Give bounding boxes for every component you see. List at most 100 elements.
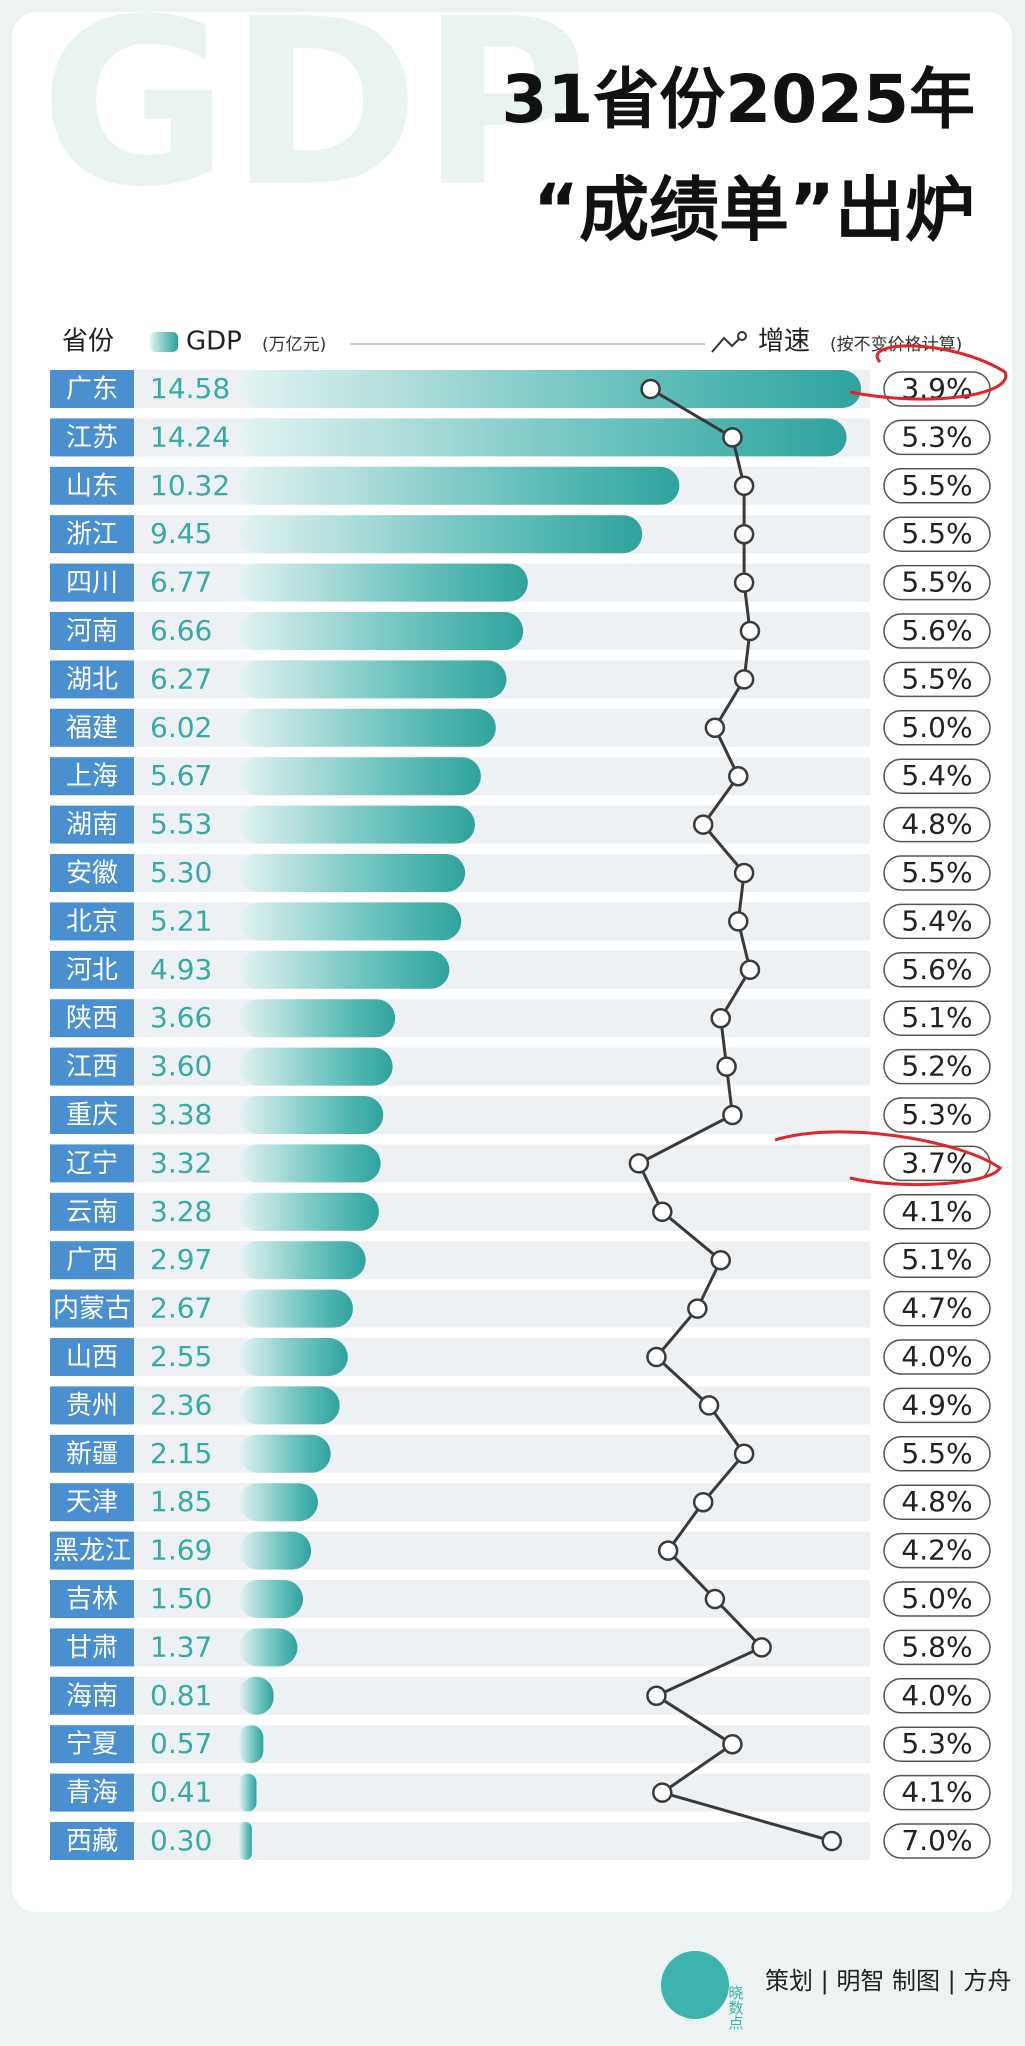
bar — [239, 1241, 366, 1280]
category-label: 黑龙江 — [53, 1536, 131, 1566]
category-label: 北京 — [66, 907, 118, 937]
category-label: 河南 — [66, 617, 118, 647]
value-label: 3.32 — [150, 1146, 212, 1179]
bar — [239, 1144, 381, 1183]
category-label: 广东 — [66, 375, 118, 405]
growth-dot — [722, 1733, 743, 1755]
category-label: 青海 — [66, 1778, 118, 1808]
bar — [239, 563, 528, 602]
value-label: 5.53 — [150, 808, 212, 841]
growth-pill — [883, 1726, 991, 1762]
category-label: 吉林 — [66, 1585, 118, 1615]
growth-label: 5.3% — [901, 420, 972, 453]
category-header: 省份 — [62, 327, 114, 357]
growth-dot — [646, 1685, 667, 1707]
growth-pill — [883, 661, 991, 698]
growth-pill — [883, 855, 991, 891]
value-label: 3.66 — [150, 1001, 212, 1034]
category-box — [50, 1725, 134, 1764]
bar — [239, 1434, 331, 1473]
growth-label: 4.1% — [901, 1195, 972, 1228]
growth-pill — [883, 758, 991, 794]
growth-pill — [883, 1387, 991, 1424]
value-label: 6.77 — [150, 566, 212, 599]
category-box — [50, 1386, 134, 1425]
growth-label: 5.5% — [901, 469, 972, 502]
value-label: 2.67 — [150, 1292, 212, 1325]
category-box — [50, 1047, 134, 1086]
category-label: 湖南 — [66, 810, 118, 840]
category-box — [50, 563, 134, 602]
growth-dot — [704, 1588, 726, 1610]
category-label: 江苏 — [66, 423, 118, 453]
logo-text: 晓数点 — [727, 1985, 745, 2030]
bar — [239, 370, 862, 408]
growth-label: 5.5% — [901, 566, 972, 599]
growth-dot — [821, 1830, 843, 1852]
growth-pill — [883, 1774, 991, 1811]
category-label: 安徽 — [66, 859, 118, 889]
category-label: 广西 — [66, 1246, 118, 1276]
growth-label: 5.1% — [901, 1243, 972, 1276]
growth-dot — [657, 1540, 679, 1561]
bar — [239, 1483, 318, 1522]
growth-dot — [652, 1201, 673, 1223]
growth-dot — [687, 1298, 708, 1319]
category-box — [50, 902, 134, 941]
category-label: 江西 — [66, 1052, 118, 1082]
growth-label: 3.7% — [901, 1146, 972, 1179]
growth-label: 4.7% — [901, 1292, 972, 1325]
category-label: 湖北 — [66, 665, 118, 695]
growth-pill — [883, 1048, 991, 1085]
growth-label: 4.0% — [901, 1340, 972, 1373]
category-label: 天津 — [66, 1488, 118, 1518]
bar — [239, 1773, 257, 1812]
bar — [239, 1531, 312, 1570]
category-box — [50, 757, 134, 796]
growth-label: 5.3% — [901, 1727, 972, 1760]
bar — [239, 1580, 303, 1618]
bar — [239, 1338, 348, 1376]
category-box — [50, 660, 134, 699]
growth-pill — [883, 903, 991, 940]
bar — [239, 1628, 298, 1667]
growth-dot — [628, 1153, 650, 1174]
growth-pill — [883, 1629, 991, 1666]
growth-label: 5.6% — [901, 953, 972, 986]
category-label: 上海 — [66, 762, 118, 792]
bar — [239, 515, 643, 554]
category-box — [50, 1483, 134, 1522]
bar — [239, 708, 496, 747]
value-label: 1.69 — [150, 1534, 212, 1567]
category-box — [50, 1289, 134, 1328]
value-label: 4.93 — [150, 953, 212, 986]
annotation-circle — [774, 1130, 1003, 1187]
bar — [239, 999, 396, 1038]
growth-pill — [883, 1097, 991, 1133]
category-box — [50, 854, 134, 892]
legend-line-dot — [737, 331, 747, 341]
growth-label: 5.4% — [901, 759, 972, 792]
growth-dot — [698, 1395, 720, 1416]
value-label: 6.02 — [150, 711, 212, 744]
row-band — [134, 1773, 870, 1812]
growth-label: 5.6% — [901, 614, 972, 647]
growth-dot — [716, 1056, 737, 1077]
growth-pill — [883, 806, 991, 843]
category-box — [50, 370, 134, 408]
growth-label: 5.5% — [901, 856, 972, 889]
value-label: 0.30 — [150, 1824, 212, 1857]
category-box — [50, 1434, 134, 1473]
value-label: 2.15 — [150, 1437, 212, 1470]
bar — [239, 854, 466, 892]
category-label: 西藏 — [66, 1827, 118, 1857]
bar — [239, 902, 462, 941]
category-box — [50, 1144, 134, 1183]
category-box — [50, 1628, 134, 1667]
legend-line-icon — [711, 335, 743, 353]
growth-label: 5.5% — [901, 1437, 972, 1470]
bar — [239, 1192, 379, 1231]
growth-dot — [652, 1782, 673, 1803]
